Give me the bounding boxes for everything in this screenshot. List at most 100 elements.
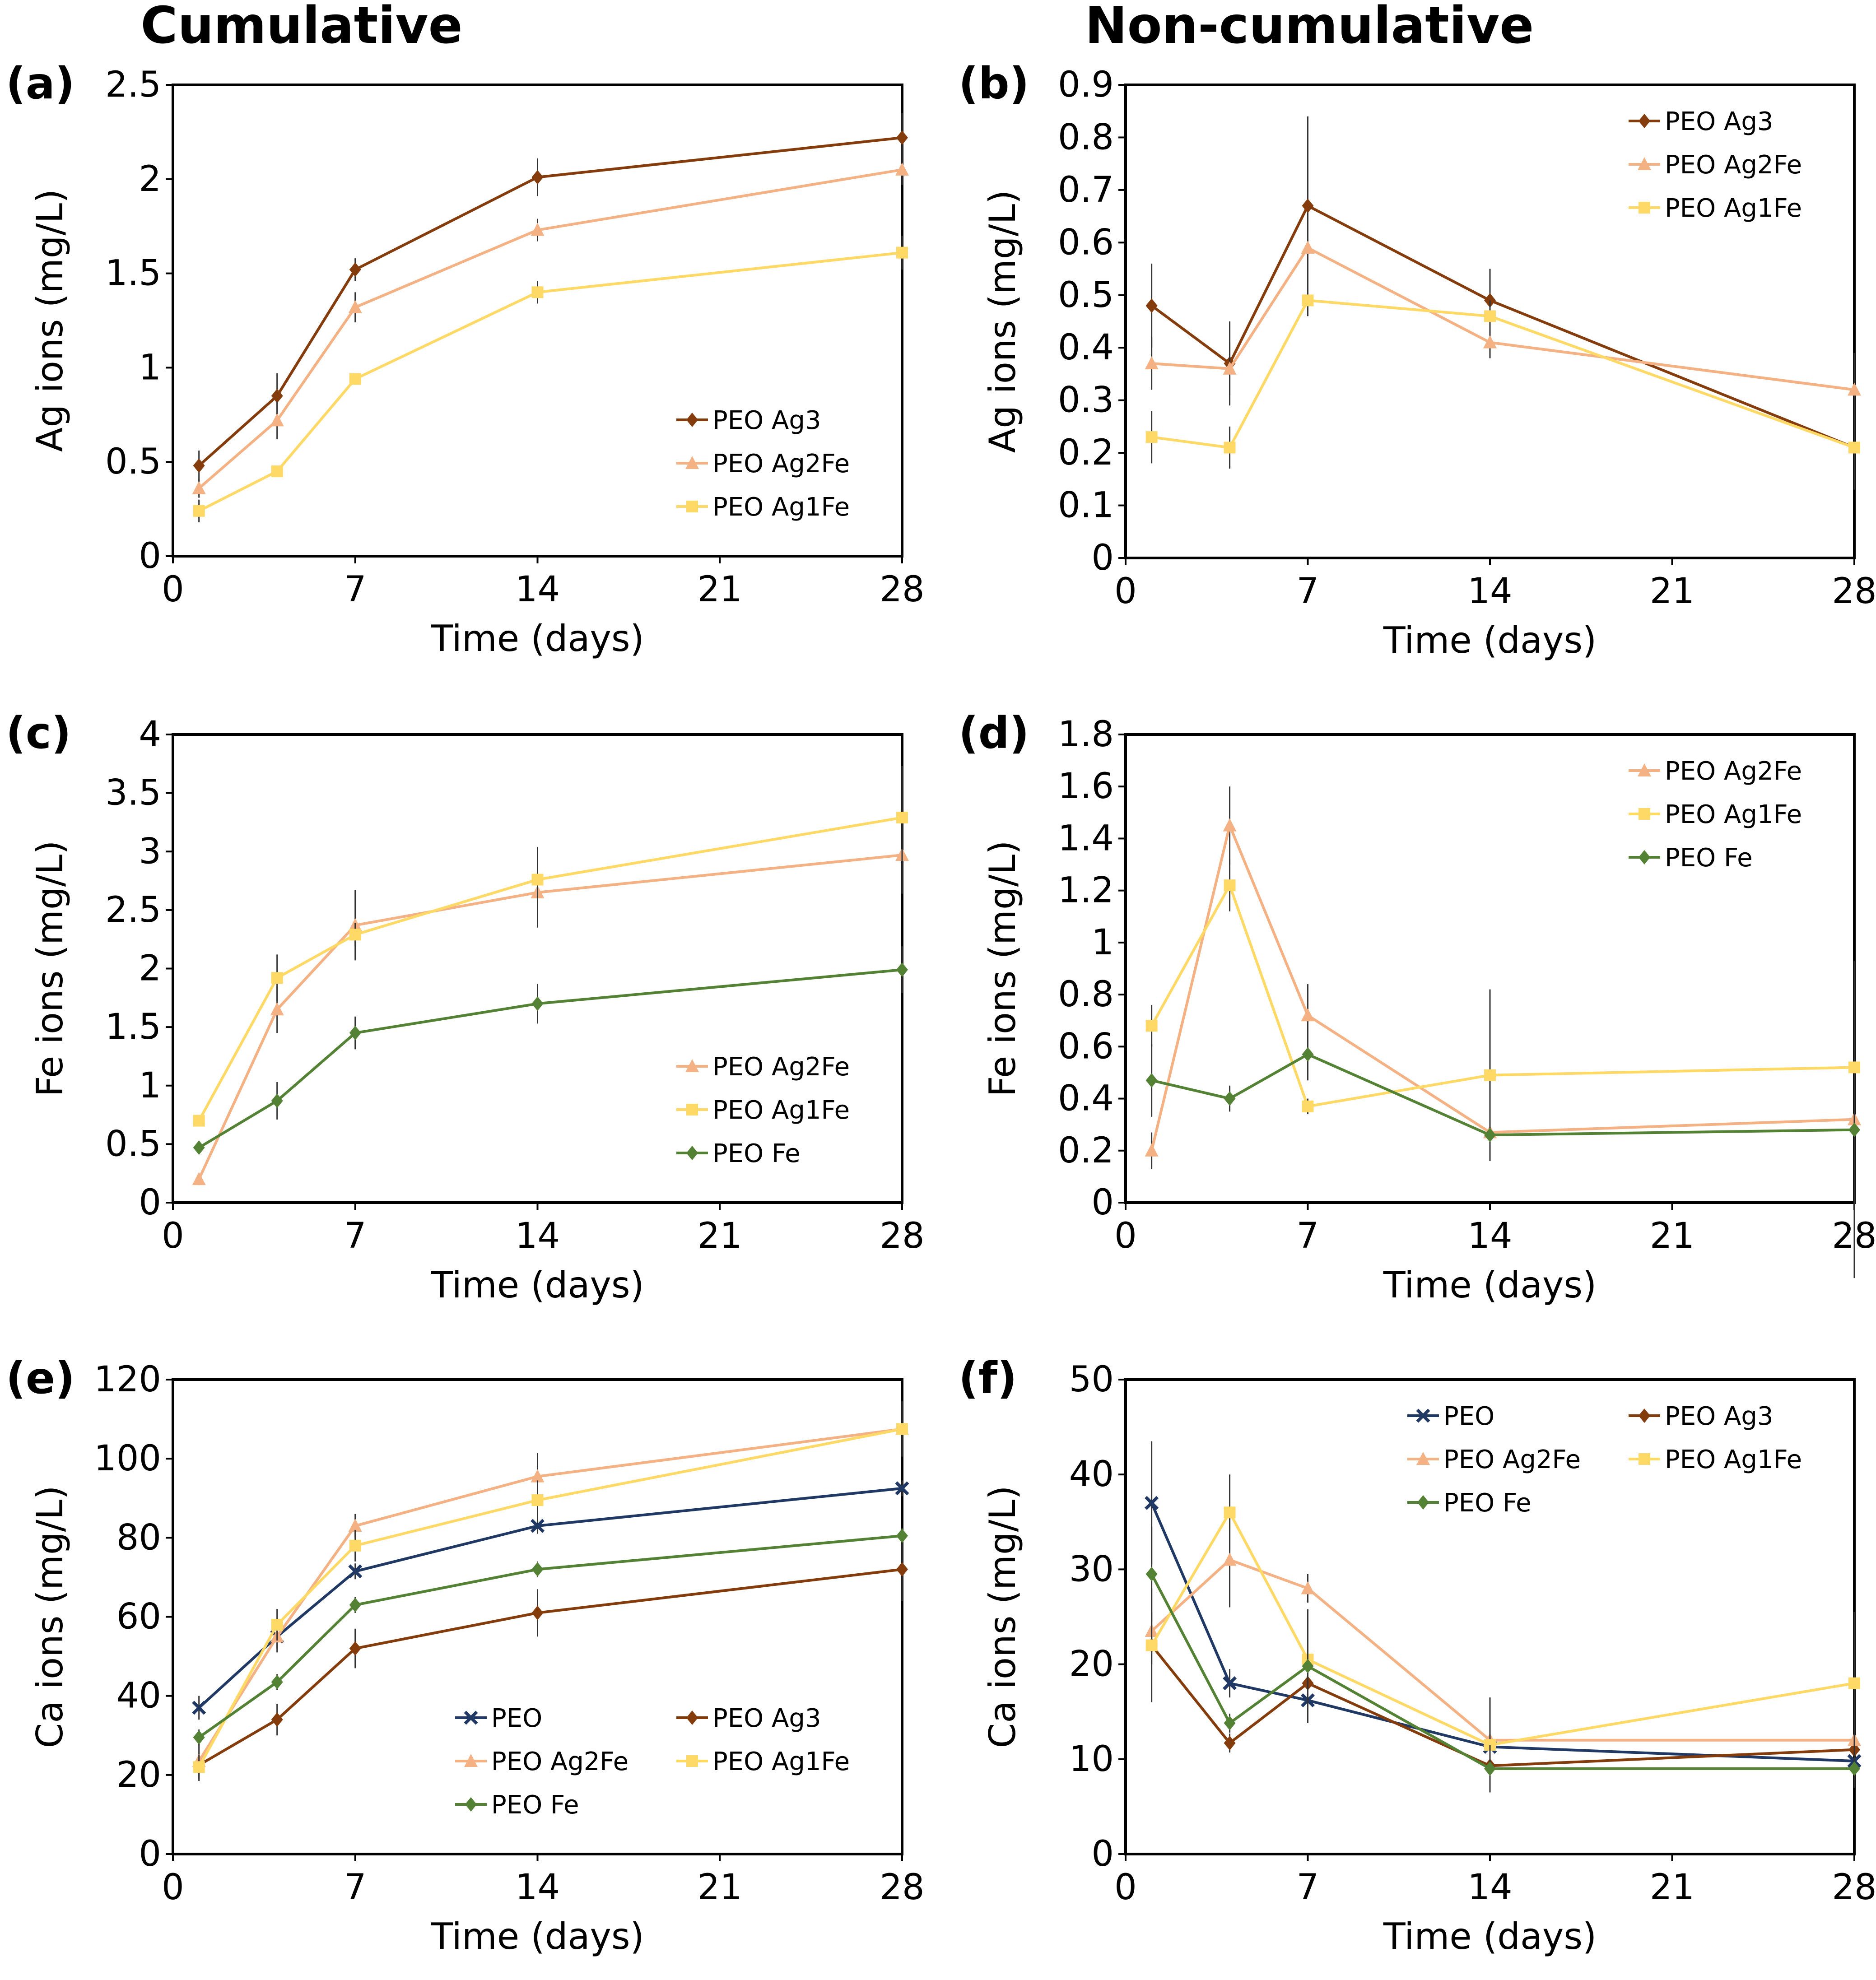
data-point bbox=[349, 373, 361, 385]
y-tick-label: 0.6 bbox=[1058, 1026, 1114, 1067]
marker-stroke bbox=[1145, 1496, 1159, 1510]
x-axis-title: Time (days) bbox=[430, 1915, 644, 1957]
data-series bbox=[193, 113, 908, 481]
legend-swatch-marker bbox=[1416, 1408, 1430, 1423]
data-point bbox=[1848, 442, 1860, 454]
x-axis-title: Time (days) bbox=[1383, 619, 1597, 661]
data-point bbox=[349, 262, 361, 277]
marker-stroke bbox=[1223, 1676, 1237, 1691]
data-point bbox=[1484, 1128, 1496, 1143]
x-tick-label: 7 bbox=[1297, 1867, 1319, 1908]
data-point bbox=[1484, 1069, 1496, 1081]
legend-label: PEO Ag1Fe bbox=[712, 493, 850, 522]
data-point bbox=[349, 1598, 361, 1613]
x-tick-label: 28 bbox=[880, 1216, 924, 1256]
data-point bbox=[531, 286, 544, 298]
data-point bbox=[271, 1712, 283, 1727]
data-series bbox=[193, 766, 908, 1127]
y-tick-label: 1 bbox=[1091, 922, 1114, 963]
x-tick-label: 21 bbox=[1650, 1216, 1694, 1256]
x-tick-label: 21 bbox=[698, 1867, 742, 1908]
legend-label: PEO Ag1Fe bbox=[712, 1747, 850, 1776]
y-tick-label: 10 bbox=[1069, 1739, 1114, 1780]
data-point bbox=[1302, 198, 1314, 213]
data-point bbox=[192, 1701, 206, 1715]
x-tick-label: 14 bbox=[1467, 1867, 1512, 1908]
y-tick-label: 0.4 bbox=[1058, 1078, 1114, 1119]
data-point bbox=[1223, 1552, 1237, 1566]
legend-swatch-marker bbox=[686, 1710, 698, 1725]
y-tick-label: 0.6 bbox=[1058, 222, 1114, 263]
legend-swatch-marker bbox=[1639, 850, 1650, 865]
y-tick-label: 40 bbox=[1069, 1454, 1114, 1495]
y-tick-label: 0 bbox=[1091, 538, 1114, 578]
cumulative-header: Cumulative bbox=[140, 0, 462, 55]
x-tick-label: 0 bbox=[1114, 1867, 1137, 1908]
legend-swatch-marker bbox=[465, 1797, 477, 1812]
data-point bbox=[270, 413, 284, 427]
x-axis-title: Time (days) bbox=[1383, 1264, 1597, 1306]
data-point bbox=[1145, 298, 1158, 313]
data-point bbox=[1302, 1047, 1314, 1062]
data-point bbox=[348, 1519, 362, 1532]
data-point bbox=[531, 1605, 544, 1620]
y-tick-label: 0 bbox=[1091, 1182, 1114, 1223]
legend: PEO Ag3 PEO Ag2Fe PEO Ag1Fe bbox=[1629, 107, 1802, 223]
data-point bbox=[896, 246, 908, 259]
chart-panel: (d)00.20.40.60.811.21.41.61.80 7 14 21 28Tim… bbox=[959, 708, 1876, 1306]
legend-swatch-marker bbox=[1638, 763, 1651, 776]
data-point bbox=[896, 812, 908, 824]
y-tick-label: 0.5 bbox=[1058, 275, 1114, 316]
legend-swatch-marker bbox=[1639, 1453, 1650, 1465]
y-tick-label: 100 bbox=[94, 1438, 161, 1479]
data-point bbox=[271, 972, 283, 984]
legend-label: PEO Ag1Fe bbox=[1665, 800, 1802, 829]
chart-panel: (b) 0 0.1 0.2 0.3 0.4 0.5 0.6 0.7 0.8 0.9 0 7 14 21 28 T… bbox=[959, 58, 1876, 661]
y-tick-label: 3.5 bbox=[105, 773, 161, 813]
data-point bbox=[1848, 1677, 1860, 1689]
data-point bbox=[271, 1619, 283, 1631]
y-tick-label: 0.4 bbox=[1058, 327, 1114, 368]
legend-swatch-marker bbox=[464, 1754, 478, 1767]
y-tick-label: 2.5 bbox=[105, 65, 161, 105]
legend-swatch-marker bbox=[1639, 114, 1650, 128]
x-tick-label: 21 bbox=[698, 569, 742, 610]
data-point bbox=[193, 505, 205, 517]
legend: PEO Ag2Fe PEO Ag1Fe PEO Fe bbox=[1629, 757, 1802, 873]
panel-label: (c) bbox=[6, 708, 71, 758]
data-point bbox=[896, 1423, 908, 1435]
y-tick-label: 80 bbox=[116, 1517, 161, 1558]
y-tick-label: 4 bbox=[139, 714, 161, 755]
y-axis-title: Fe ions (mg/L) bbox=[982, 841, 1024, 1097]
y-axis-title: Ca ions (mg/L) bbox=[29, 1486, 71, 1748]
data-point bbox=[1223, 1676, 1237, 1691]
x-tick-label: 0 bbox=[1114, 571, 1137, 612]
x-tick-label: 28 bbox=[1832, 571, 1876, 612]
panel-label: (f) bbox=[959, 1353, 1017, 1404]
data-point bbox=[1848, 382, 1861, 396]
data-point bbox=[1848, 1761, 1860, 1776]
legend-label: PEO Fe bbox=[1443, 1488, 1532, 1518]
legend-swatch-marker bbox=[1638, 157, 1651, 170]
x-tick-label: 14 bbox=[515, 1216, 560, 1256]
y-tick-label: 0.5 bbox=[105, 442, 161, 482]
legend-label: PEO Ag2Fe bbox=[1443, 1445, 1581, 1474]
chart-panel: (e) 0 20 40 60 80 100 120 0 7 14 21 28 Time (days) Ca … bbox=[6, 1353, 925, 1957]
data-point bbox=[896, 130, 908, 145]
legend: PEO PEO Ag3 PEO Ag2Fe PEO Ag1Fe PEO Fe bbox=[1407, 1402, 1802, 1518]
data-point bbox=[895, 162, 909, 176]
x-tick-label: 0 bbox=[162, 569, 184, 610]
legend-label: PEO Fe bbox=[491, 1790, 579, 1820]
legend-swatch-marker bbox=[685, 456, 699, 469]
data-point bbox=[1302, 1659, 1314, 1673]
legend-label: PEO Fe bbox=[1665, 843, 1753, 873]
x-tick-label: 28 bbox=[880, 569, 924, 610]
x-tick-label: 7 bbox=[1297, 1216, 1319, 1256]
legend-label: PEO Ag2Fe bbox=[1665, 150, 1802, 180]
data-point bbox=[1484, 310, 1496, 322]
marker-stroke bbox=[464, 1710, 478, 1725]
legend-swatch-marker bbox=[686, 1755, 698, 1767]
y-tick-label: 40 bbox=[116, 1676, 161, 1716]
y-tick-label: 30 bbox=[1069, 1549, 1114, 1590]
legend: PEO PEO Ag3 PEO Ag2Fe PEO Ag1Fe PEO Fe bbox=[455, 1704, 850, 1820]
